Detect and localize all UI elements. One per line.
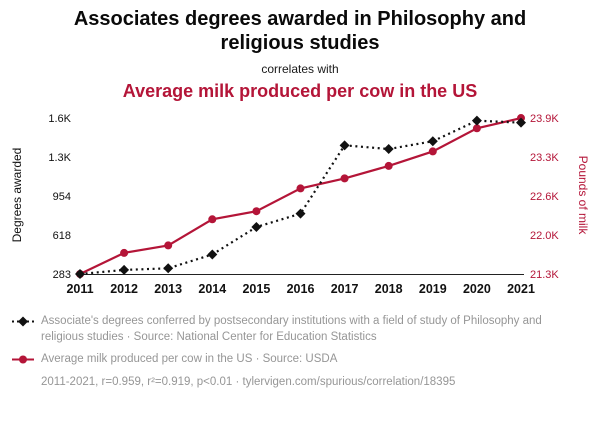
svg-text:23.3K: 23.3K: [530, 152, 559, 164]
primary-title: Associates degrees awarded in Philosophy…: [73, 8, 527, 54]
spurious-correlation-chart: Associates degrees awarded in Philosophy…: [0, 8, 600, 390]
legend-row-milk: Average milk produced per cow in the US …: [12, 352, 600, 368]
svg-text:2015: 2015: [242, 282, 270, 296]
svg-text:21.3K: 21.3K: [530, 269, 559, 281]
svg-text:2013: 2013: [154, 282, 182, 296]
milk-series-marker-icon: [12, 355, 34, 364]
svg-text:22.6K: 22.6K: [530, 191, 559, 203]
svg-text:1.3K: 1.3K: [48, 152, 71, 164]
svg-text:618: 618: [53, 230, 71, 242]
svg-text:2017: 2017: [331, 282, 359, 296]
stats-footer: 2011-2021, r=0.959, r²=0.919, p<0.01 · t…: [41, 375, 456, 388]
svg-text:2019: 2019: [419, 282, 447, 296]
legend: Associate's degrees conferred by postsec…: [12, 314, 600, 390]
svg-text:2021: 2021: [507, 282, 535, 296]
svg-text:23.9K: 23.9K: [530, 113, 559, 125]
degrees-series-marker-icon: [12, 316, 34, 327]
svg-text:2018: 2018: [375, 282, 403, 296]
svg-text:1.6K: 1.6K: [48, 113, 71, 125]
svg-text:954: 954: [53, 191, 71, 203]
legend-milk-text: Average milk produced per cow in the US …: [41, 353, 338, 366]
left-axis-title: Degrees awarded: [10, 147, 24, 243]
secondary-title: Average milk produced per cow in the US: [122, 81, 478, 102]
svg-text:283: 283: [53, 269, 71, 281]
legend-degrees-text: Associate's degrees conferred by postsec…: [41, 315, 542, 343]
svg-text:2020: 2020: [463, 282, 491, 296]
legend-row-degrees: Associate's degrees conferred by postsec…: [12, 314, 600, 345]
svg-text:2012: 2012: [110, 282, 138, 296]
svg-text:2014: 2014: [198, 282, 226, 296]
svg-text:2011: 2011: [66, 282, 93, 296]
chart-svg: 283 618 954 1.3K 1.6K 21.3K 22.0K 22.6K 23.3K 23.…: [48, 113, 559, 296]
right-axis-title: Pounds of milk: [576, 155, 590, 235]
svg-text:2016: 2016: [287, 282, 315, 296]
correlates-with-label: correlates with: [261, 62, 339, 77]
chart-area: Degrees awarded Pounds of milk 283 618 954…: [0, 104, 600, 304]
svg-text:22.0K: 22.0K: [530, 230, 559, 242]
